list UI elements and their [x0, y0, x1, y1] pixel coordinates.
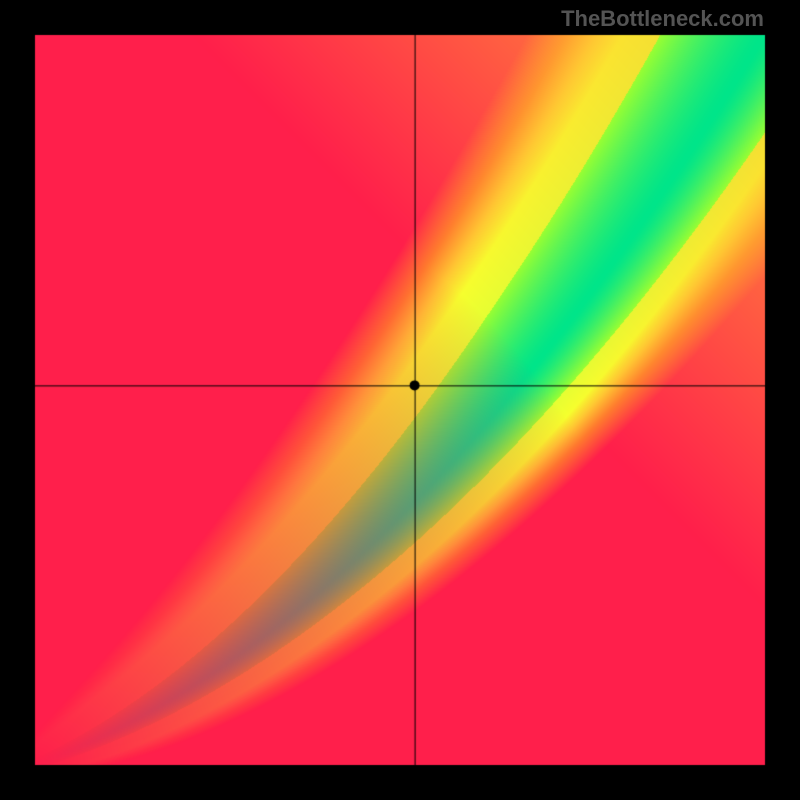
bottleneck-heatmap: [0, 0, 800, 800]
chart-root: TheBottleneck.com: [0, 0, 800, 800]
watermark-text: TheBottleneck.com: [561, 6, 764, 32]
